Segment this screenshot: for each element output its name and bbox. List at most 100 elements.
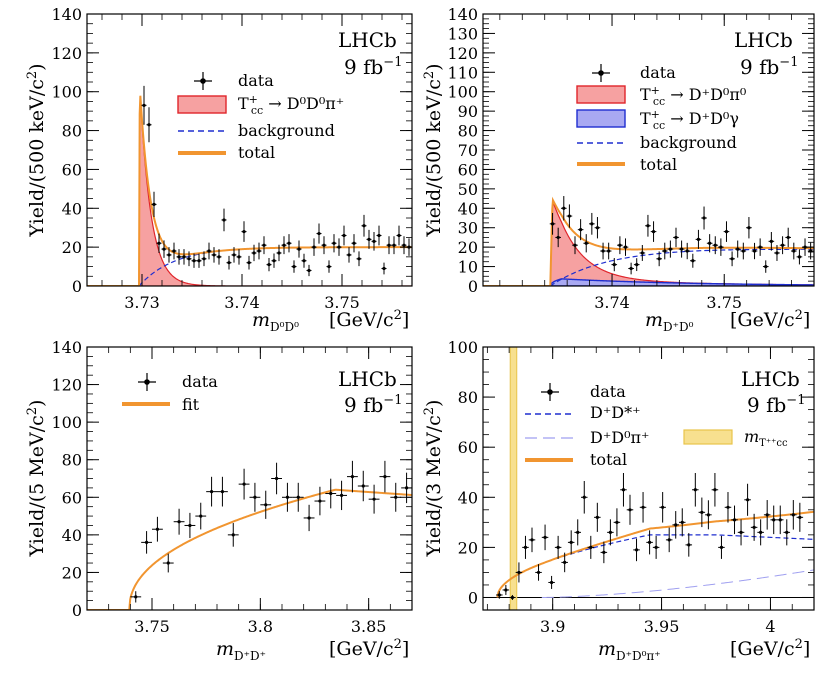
data-marker (758, 245, 762, 249)
data-marker (394, 495, 398, 499)
data-point (672, 511, 679, 539)
data-point (206, 242, 212, 260)
data-point (291, 260, 297, 273)
plot-area-dpd0pip (483, 347, 814, 610)
y-tick-label: 60 (458, 160, 478, 179)
data-marker (595, 515, 599, 519)
data-marker (383, 475, 387, 479)
data-point (201, 251, 207, 267)
data-marker (769, 239, 773, 243)
data-point (515, 562, 523, 583)
plot-area-dpd0 (483, 196, 814, 286)
data-marker (212, 253, 216, 257)
y-tick-label: 120 (51, 376, 82, 395)
data-marker (347, 253, 351, 257)
data-marker (567, 214, 571, 218)
data-marker (732, 518, 737, 522)
data-marker (162, 247, 166, 251)
data-marker (608, 530, 612, 534)
data-marker (166, 561, 170, 565)
data-marker (792, 249, 796, 253)
data-marker (285, 495, 290, 499)
data-point (678, 240, 685, 258)
data-marker (549, 580, 554, 585)
data-marker (589, 545, 593, 549)
legend-dpd0: data T+ cc → D⁺D⁰π⁰ T+ cc → D⁺D⁰γ backgrou… (576, 63, 746, 174)
data-marker (207, 249, 211, 253)
data-point (141, 85, 147, 125)
data-point (227, 523, 239, 547)
data-marker (680, 520, 684, 524)
data-marker (327, 264, 331, 269)
data-point (626, 494, 634, 525)
data-marker (253, 495, 257, 499)
data-marker (778, 518, 782, 522)
data-point (281, 236, 287, 255)
y-tick-label: 100 (51, 413, 82, 432)
data-point (217, 476, 228, 507)
data-marker (798, 515, 802, 519)
data-point (336, 238, 342, 256)
data-point (796, 502, 804, 532)
data-point (779, 236, 786, 255)
data-point (151, 191, 157, 218)
data-point (646, 530, 653, 555)
data-marker (691, 259, 695, 263)
data-marker (296, 495, 300, 499)
data-point (549, 212, 556, 235)
data-marker (504, 588, 508, 592)
data-marker (730, 257, 734, 261)
data-point (695, 229, 702, 249)
data-marker (579, 228, 583, 232)
data-point (196, 253, 202, 268)
y-tick-label: 80 (62, 122, 82, 141)
legend-label-signal-gamma: T+ cc → D⁺D⁰γ (640, 108, 739, 132)
data-marker (687, 543, 691, 547)
data-marker (772, 518, 776, 522)
data-point (698, 497, 706, 528)
legend-dpdp: data fit (122, 372, 218, 414)
curves-dpd0pip (483, 347, 814, 610)
data-marker (573, 243, 577, 247)
data-point (522, 535, 529, 559)
data-point (554, 535, 562, 559)
y-tick-label: 80 (62, 451, 82, 470)
data-marker (177, 255, 181, 259)
data-point (238, 468, 250, 500)
data-point (746, 217, 752, 239)
data-points-d0d0 (141, 85, 412, 277)
data-point (705, 500, 712, 530)
data-point (401, 236, 407, 255)
legend-marker-data (138, 373, 156, 391)
experiment-label-dpd0pip: LHCb (741, 367, 800, 391)
data-marker (322, 243, 326, 247)
data-point (251, 244, 257, 262)
data-point (206, 476, 217, 507)
y-tick-label: 140 (447, 5, 478, 24)
data-marker (657, 257, 661, 261)
y-unit-d0d0: /(500 keV/c (26, 79, 48, 189)
data-point (184, 512, 196, 539)
data-marker (339, 493, 344, 498)
data-marker (661, 505, 665, 509)
x-tick-label: 3.85 (351, 617, 387, 636)
y-tick-label: 80 (458, 388, 478, 407)
data-point (560, 196, 567, 221)
data-point (316, 223, 322, 244)
data-marker (523, 545, 528, 549)
data-marker (287, 241, 291, 245)
y-axis-label-dpd0pip: Yield/(3 MeV/c2) (422, 400, 445, 558)
data-marker (530, 538, 534, 542)
data-marker (227, 261, 231, 265)
data-point (783, 519, 791, 546)
data-point (706, 234, 713, 253)
data-marker (595, 226, 600, 230)
data-point (162, 553, 174, 573)
data-marker (342, 233, 346, 238)
data-marker (242, 482, 246, 486)
data-marker (209, 490, 214, 494)
data-marker (350, 475, 355, 479)
y-tick-label: 0 (72, 277, 82, 296)
data-point (226, 255, 232, 270)
panel-d0d0: 3.73 3.74 3.75 0 20 40 60 80 100 120 140 Yield/(50… (25, 5, 413, 334)
